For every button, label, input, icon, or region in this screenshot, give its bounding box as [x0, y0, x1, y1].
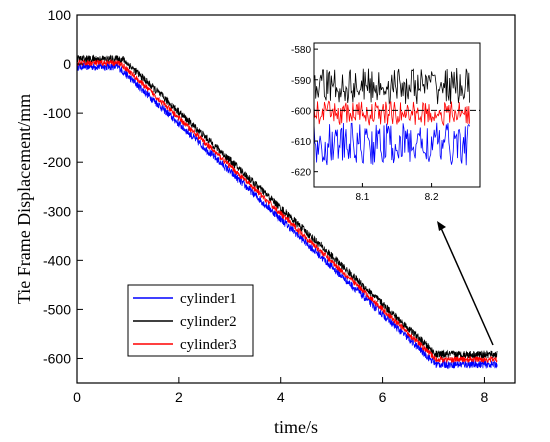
inset-y-tick-label: -610	[291, 137, 311, 148]
legend-label-cylinder3: cylinder3	[180, 337, 237, 353]
y-axis-title: Tie Frame Displacement/mm	[14, 94, 34, 304]
legend-label-cylinder1: cylinder1	[180, 291, 237, 307]
series-line-cylinder1	[76, 61, 498, 370]
inset-zoom: 8.1 8.2 -580 -590 -600 -610 -620	[291, 42, 481, 203]
x-tick-label: 8	[481, 389, 489, 405]
inset-line-cylinder1	[313, 122, 470, 166]
inset-y-tick-label: -580	[291, 45, 311, 56]
x-tick-label: 6	[379, 389, 387, 405]
series-line-cylinder3	[76, 59, 498, 364]
zoom-arrow-head	[437, 221, 446, 231]
inset-y-tick-label: -620	[291, 168, 311, 179]
inset-axis-ticks: 8.1 8.2 -580 -590 -600 -610 -620	[291, 45, 439, 203]
inset-frame	[313, 42, 481, 188]
x-tick-label: 0	[73, 389, 81, 405]
x-tick-label: 2	[175, 389, 183, 405]
inset-series-group	[313, 67, 470, 166]
y-tick-label: 100	[48, 7, 72, 23]
x-axis-title: time/s	[274, 417, 318, 437]
legend: cylinder1 cylinder2 cylinder3	[127, 284, 254, 357]
x-tick-label: 4	[277, 389, 285, 405]
inset-x-tick-label: 8.1	[355, 192, 369, 203]
inset-y-tick-label: -600	[291, 106, 311, 117]
inset-y-tick-label: -590	[291, 76, 311, 87]
inset-line-cylinder3	[313, 100, 470, 127]
inset-x-tick-label: 8.2	[425, 192, 439, 203]
main-axis-ticks: 0 2 4 6 8 100 0 -100 -200 -300 -400 -500 -600	[43, 7, 489, 405]
zoom-arrow-line	[440, 227, 494, 346]
inset-line-cylinder2	[313, 67, 470, 105]
main-series-group	[76, 54, 498, 370]
y-tick-label: 0	[63, 56, 71, 72]
y-tick-label: -100	[43, 105, 71, 121]
zoom-arrow	[437, 221, 494, 346]
y-tick-label: -500	[43, 301, 71, 317]
y-tick-label: -300	[43, 203, 71, 219]
plot-frame	[76, 14, 516, 384]
y-tick-label: -400	[43, 252, 71, 268]
y-tick-label: -600	[43, 350, 71, 366]
legend-label-cylinder2: cylinder2	[180, 314, 237, 330]
y-tick-label: -200	[43, 154, 71, 170]
